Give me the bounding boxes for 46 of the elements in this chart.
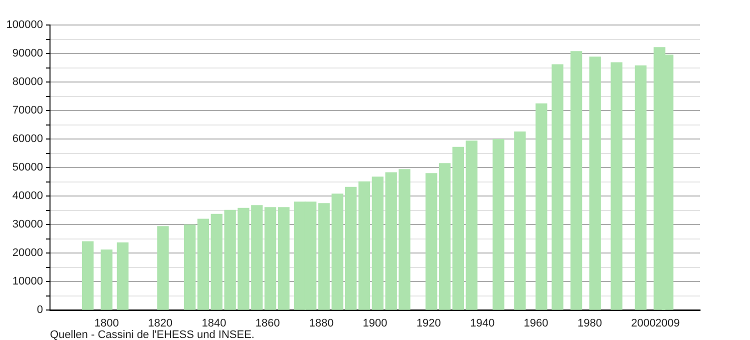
y-tick-label: 60000: [12, 133, 43, 146]
bar: [570, 51, 582, 310]
x-tick-label: 1940: [470, 318, 495, 330]
bar: [514, 132, 526, 310]
bar: [372, 176, 384, 310]
x-tick-label: 1920: [416, 318, 441, 330]
x-tick-label: 1980: [577, 318, 602, 330]
bar: [184, 224, 196, 310]
x-tick-label: 1860: [255, 318, 280, 330]
x-tick-label: 1820: [148, 318, 173, 330]
x-tick-label: 2000: [631, 318, 656, 330]
x-tick-label: 2009: [655, 318, 680, 330]
bar: [157, 226, 169, 310]
y-tick-label: 10000: [12, 276, 43, 288]
bar: [536, 103, 548, 310]
y-tick-label: 90000: [12, 48, 43, 60]
bar: [610, 62, 622, 310]
bar: [100, 250, 112, 310]
bar: [589, 56, 601, 310]
bar: [492, 138, 504, 310]
y-tick-label: 20000: [12, 247, 43, 260]
bar: [116, 242, 129, 310]
y-tick-label: 70000: [12, 104, 43, 117]
bar: [82, 241, 94, 310]
y-tick-label: 80000: [12, 76, 43, 88]
bar: [552, 64, 564, 310]
y-tick-label: 50000: [12, 162, 43, 174]
bar: [358, 181, 370, 310]
x-tick-label: 1880: [309, 318, 334, 330]
y-tick-label: 40000: [12, 190, 43, 202]
bar: [438, 163, 451, 310]
source-note: Quellen - Cassini de l'EHESS und INSEE.: [50, 329, 254, 340]
bar: [264, 207, 276, 310]
x-tick-label: 1840: [202, 318, 226, 330]
bar: [278, 207, 290, 310]
bar: [452, 146, 464, 310]
y-tick-label: 100000: [6, 19, 43, 32]
y-tick-label: 0: [36, 304, 43, 316]
x-tick-label: 1900: [362, 318, 388, 330]
bar: [634, 65, 647, 310]
bar: [197, 218, 210, 310]
x-tick-label: 1960: [524, 318, 548, 330]
x-tick-label: 1800: [94, 318, 119, 330]
bar: [426, 173, 438, 310]
bar: [466, 140, 478, 310]
y-tick-label: 30000: [12, 218, 43, 231]
